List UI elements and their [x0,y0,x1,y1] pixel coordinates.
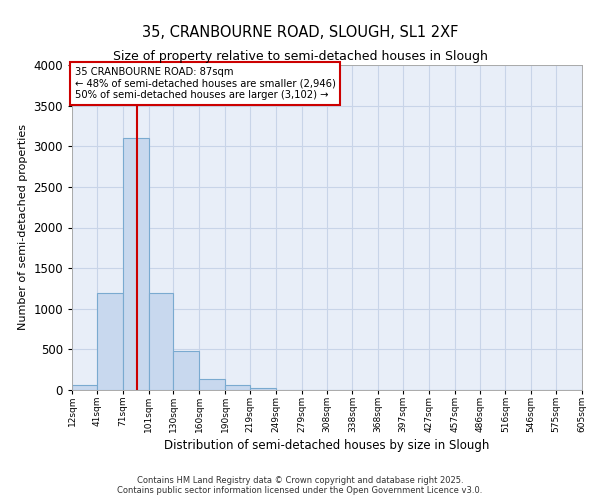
Text: 35 CRANBOURNE ROAD: 87sqm
← 48% of semi-detached houses are smaller (2,946)
50% : 35 CRANBOURNE ROAD: 87sqm ← 48% of semi-… [74,66,335,100]
Text: 35, CRANBOURNE ROAD, SLOUGH, SL1 2XF: 35, CRANBOURNE ROAD, SLOUGH, SL1 2XF [142,25,458,40]
Y-axis label: Number of semi-detached properties: Number of semi-detached properties [18,124,28,330]
X-axis label: Distribution of semi-detached houses by size in Slough: Distribution of semi-detached houses by … [164,439,490,452]
Bar [173,351,199,390]
Bar [149,292,173,390]
Bar [225,385,250,390]
Bar [199,378,225,390]
Bar [123,138,149,390]
Bar [72,385,97,390]
Text: Contains HM Land Registry data © Crown copyright and database right 2025.
Contai: Contains HM Land Registry data © Crown c… [118,476,482,495]
Text: Size of property relative to semi-detached houses in Slough: Size of property relative to semi-detach… [113,50,487,63]
Bar [250,388,276,390]
Bar [97,292,123,390]
